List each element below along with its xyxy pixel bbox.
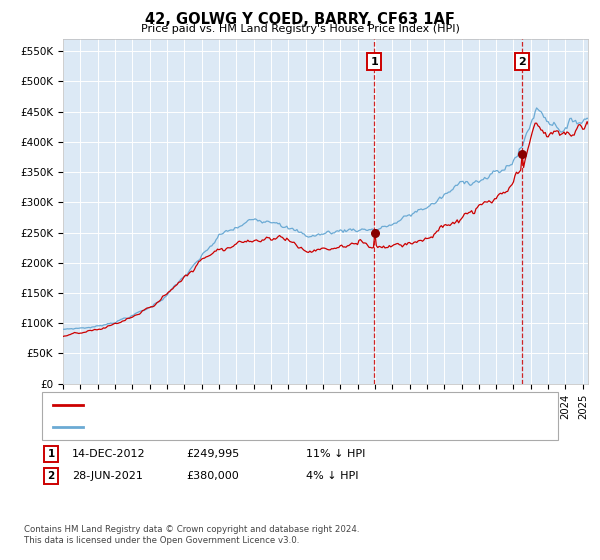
Text: 1: 1 [370,57,378,67]
Text: 2: 2 [47,471,55,481]
Text: Price paid vs. HM Land Registry's House Price Index (HPI): Price paid vs. HM Land Registry's House … [140,24,460,34]
Text: £249,995: £249,995 [186,449,239,459]
Point [370,228,380,237]
Text: 42, GOLWG Y COED, BARRY, CF63 1AF (detached house): 42, GOLWG Y COED, BARRY, CF63 1AF (detac… [89,400,383,410]
Text: 11% ↓ HPI: 11% ↓ HPI [306,449,365,459]
Text: 28-JUN-2021: 28-JUN-2021 [72,471,143,481]
Text: HPI: Average price, detached house, Vale of Glamorgan: HPI: Average price, detached house, Vale… [89,422,379,432]
Text: This data is licensed under the Open Government Licence v3.0.: This data is licensed under the Open Gov… [24,536,299,545]
Point [517,150,527,158]
Text: 4% ↓ HPI: 4% ↓ HPI [306,471,359,481]
Text: 42, GOLWG Y COED, BARRY, CF63 1AF: 42, GOLWG Y COED, BARRY, CF63 1AF [145,12,455,27]
Text: Contains HM Land Registry data © Crown copyright and database right 2024.: Contains HM Land Registry data © Crown c… [24,525,359,534]
Text: 1: 1 [47,449,55,459]
Text: 14-DEC-2012: 14-DEC-2012 [72,449,146,459]
Text: 2: 2 [518,57,526,67]
Text: £380,000: £380,000 [186,471,239,481]
